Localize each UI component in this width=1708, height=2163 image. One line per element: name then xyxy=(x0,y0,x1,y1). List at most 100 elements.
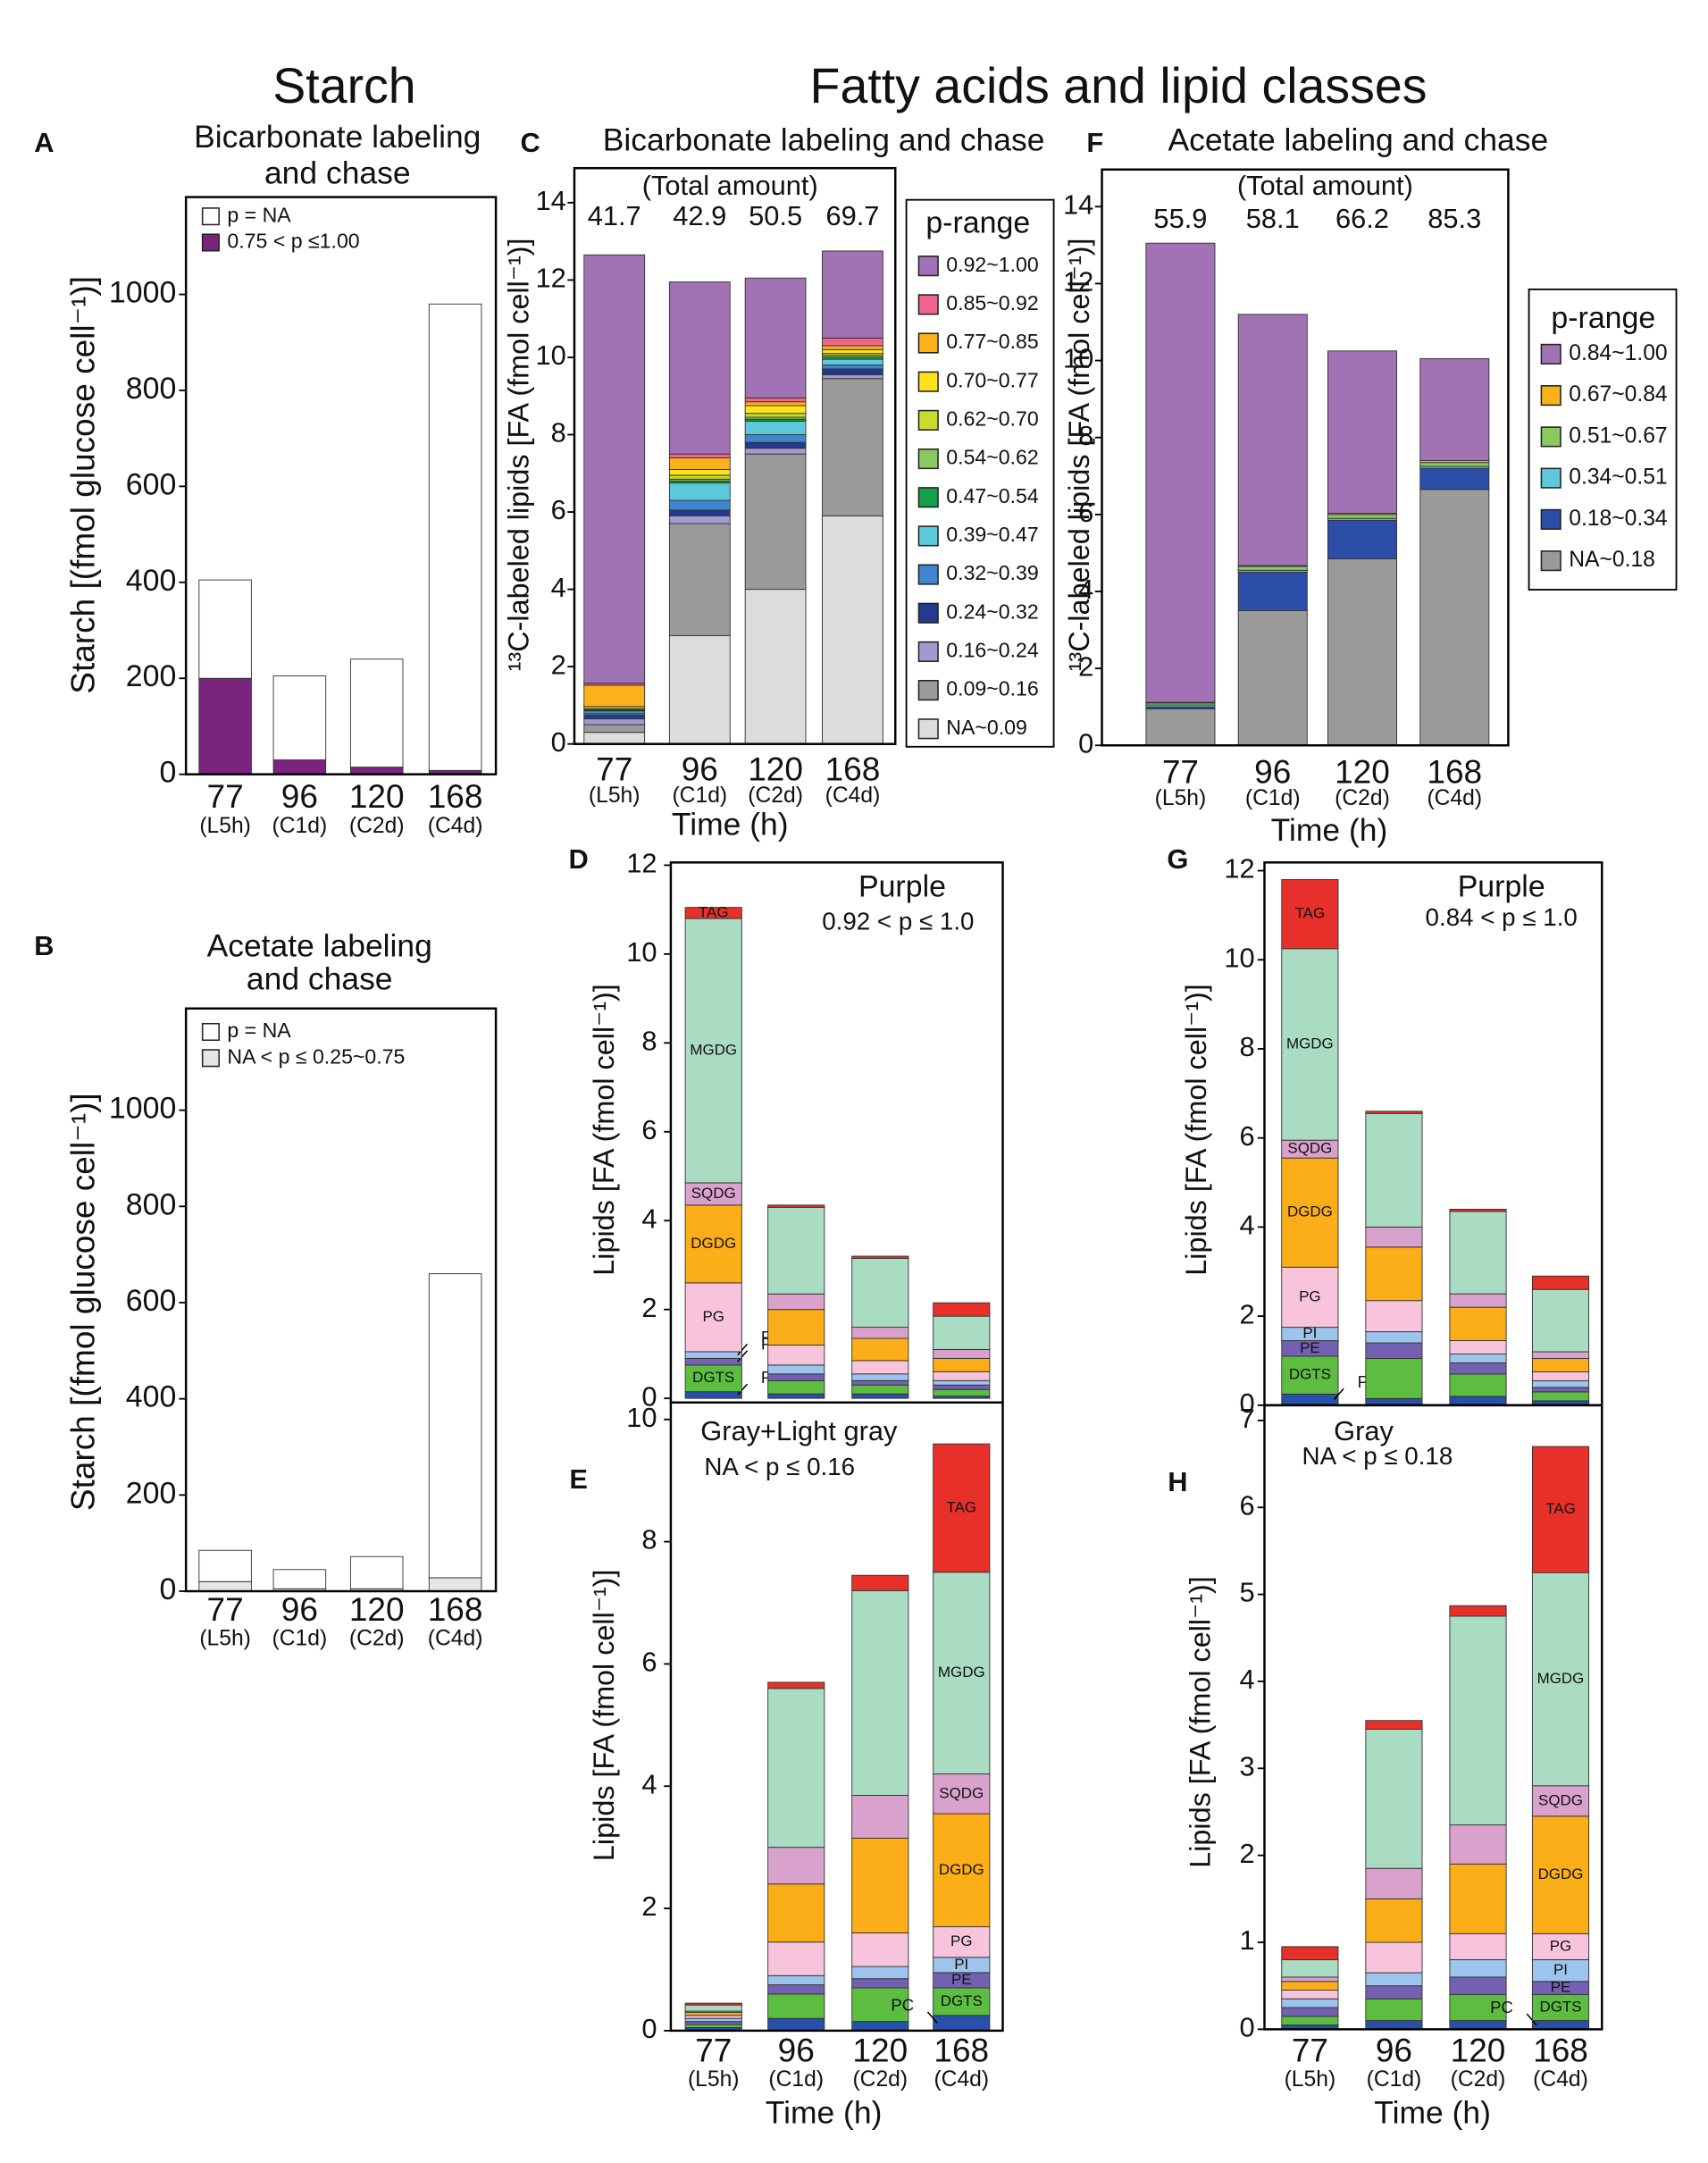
x-tick-label: 120 xyxy=(349,778,405,815)
bar-segment xyxy=(684,918,742,1184)
total-value: 66.2 xyxy=(1335,203,1389,234)
y-axis-label: Lipids [FA (fmol cell⁻¹)] xyxy=(588,984,620,1276)
y-tick-label: 600 xyxy=(126,1284,177,1318)
plot-frame xyxy=(1263,1404,1603,2031)
bar-segment xyxy=(933,1371,991,1381)
y-tick-label: 10 xyxy=(535,340,565,371)
x-tick-label: 96 xyxy=(281,778,318,815)
bar-segment xyxy=(684,1364,742,1393)
panel-letter: B xyxy=(34,930,54,961)
bar-segment xyxy=(1327,558,1397,746)
segment-label: SQDG xyxy=(939,1784,984,1801)
bar-segment xyxy=(851,1837,909,1933)
legend-title: p-range xyxy=(1551,301,1655,335)
bar-segment xyxy=(1365,1358,1423,1399)
bar-segment xyxy=(1531,2020,1590,2030)
bar-segment xyxy=(1449,2020,1507,2030)
bar-segment xyxy=(767,1293,825,1311)
legend-swatch xyxy=(1540,467,1561,489)
bar-segment xyxy=(1449,1824,1507,1865)
bar-segment xyxy=(822,368,883,375)
y-tick-label: 6 xyxy=(551,494,566,525)
y-axis-label: Starch [(fmol glucose cell⁻¹)] xyxy=(64,1093,101,1511)
legend-label: p = NA xyxy=(227,203,291,226)
x-tick-sublabel: (C1d) xyxy=(1367,2067,1422,2092)
segment-label: PG xyxy=(950,1932,973,1949)
legend-label: 0.67~0.84 xyxy=(1569,382,1667,407)
legend-label: 0.47~0.54 xyxy=(946,484,1039,507)
bar-segment xyxy=(851,1258,909,1329)
total-value: 42.9 xyxy=(673,200,726,231)
segment-label: MGDG xyxy=(1537,1670,1585,1687)
bar-segment xyxy=(851,1795,909,1839)
bar-segment xyxy=(1449,1863,1507,1934)
bar-segment xyxy=(767,1883,825,1943)
bar-segment xyxy=(822,373,883,380)
segment-label: TAG xyxy=(1295,905,1326,922)
x-tick-label: 168 xyxy=(1427,753,1482,790)
y-tick-label: 10 xyxy=(626,936,657,968)
x-tick-label: 77 xyxy=(207,778,244,815)
x-tick-label: 168 xyxy=(1533,2032,1588,2068)
y-tick-label: 2 xyxy=(1240,1298,1255,1329)
legend-label: 0.54~0.62 xyxy=(946,446,1038,469)
annotation: NA < p ≤ 0.18 xyxy=(1302,1442,1453,1470)
y-tick-label: 10 xyxy=(1224,942,1254,973)
totals-label: (Total amount) xyxy=(1237,170,1413,201)
x-tick-sublabel: (C4d) xyxy=(934,2067,989,2092)
y-axis-label: ¹³C-labeled lipids [FA (fmol cell⁻¹)] xyxy=(1063,238,1095,671)
legend-swatch xyxy=(917,332,939,354)
bar-segment xyxy=(668,635,731,745)
y-tick-label: 14 xyxy=(1063,189,1093,220)
y-tick-label: 12 xyxy=(626,848,657,879)
bar-segment xyxy=(1419,357,1490,462)
annotation: Purple xyxy=(1458,870,1545,904)
legend-label: NA~0.09 xyxy=(946,716,1027,739)
legend-swatch xyxy=(201,1022,220,1042)
segment-label: TAG xyxy=(699,903,729,920)
bar-segment xyxy=(744,397,807,403)
y-tick-label: 4 xyxy=(1078,574,1093,605)
bar-segment xyxy=(1531,1288,1590,1353)
bar-segment xyxy=(583,714,646,720)
bar-segment xyxy=(583,254,646,684)
bar-segment xyxy=(668,523,731,637)
y-tick-label: 400 xyxy=(126,564,177,598)
bar-segment xyxy=(767,2017,825,2032)
bar-segment xyxy=(851,2021,909,2032)
annotation: 0.92 < p ≤ 1.0 xyxy=(822,908,974,935)
bar-segment xyxy=(744,420,807,435)
bar-segment xyxy=(1449,1396,1507,1406)
bar-segment xyxy=(1365,1112,1423,1228)
x-tick-label: 96 xyxy=(778,2032,815,2068)
bar-segment xyxy=(767,1393,825,1399)
bar-segment xyxy=(822,250,883,339)
x-tick-sublabel: (C4d) xyxy=(428,814,483,838)
y-tick-label: 12 xyxy=(1224,853,1254,884)
legend-swatch xyxy=(917,448,939,470)
bar-segment xyxy=(822,337,883,347)
total-value: 85.3 xyxy=(1428,203,1481,234)
bar-segment xyxy=(851,1384,909,1395)
bar-segment xyxy=(668,281,731,455)
header: Starch xyxy=(272,58,415,113)
legend-label: 0.09~0.16 xyxy=(946,677,1038,700)
legend-label: 0.24~0.32 xyxy=(946,599,1038,623)
bar-segment xyxy=(1531,1387,1590,1393)
bar-segment xyxy=(767,1345,825,1366)
legend-label: 0.16~0.24 xyxy=(946,639,1039,662)
bar-segment xyxy=(933,1572,991,1775)
y-axis-label: Lipids [FA (fmol cell⁻¹)] xyxy=(1185,1576,1217,1868)
segment-label: PC xyxy=(1490,1998,1513,2016)
bar-segment xyxy=(1449,1993,1507,2022)
legend-swatch xyxy=(1540,343,1561,365)
x-tick-sublabel: (C1d) xyxy=(272,1626,328,1650)
bar-segment xyxy=(1449,1340,1507,1354)
bar-segment xyxy=(1281,1998,1339,2008)
y-tick-label: 0 xyxy=(1240,1388,1255,1419)
segment-label: PI xyxy=(954,1956,968,1973)
x-tick-sublabel: (C1d) xyxy=(672,784,727,808)
y-tick-label: 8 xyxy=(641,1025,657,1056)
bar-segment xyxy=(767,1688,825,1849)
